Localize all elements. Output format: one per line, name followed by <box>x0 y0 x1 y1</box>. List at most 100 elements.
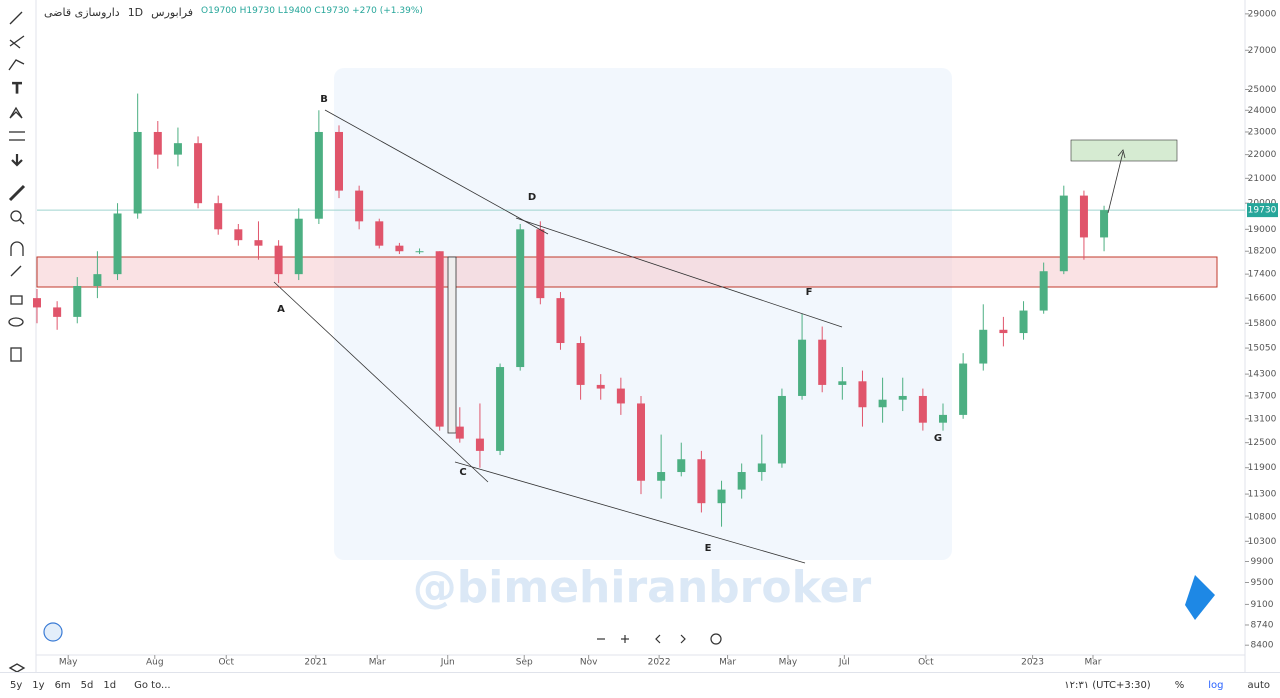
x-tick-label: 2022 <box>648 658 671 668</box>
y-tick-label: 9500 <box>1251 578 1274 588</box>
candle-body <box>93 274 102 286</box>
interval: 1D <box>127 6 144 19</box>
point-label: E <box>705 543 712 554</box>
goto-button[interactable]: Go to... <box>134 680 171 691</box>
percent-button[interactable]: % <box>1174 680 1185 691</box>
y-tick-label: 25000 <box>1248 85 1277 95</box>
y-tick-label: 9900 <box>1251 557 1274 567</box>
y-tick-label: 21000 <box>1248 174 1277 184</box>
candle-body <box>254 240 263 246</box>
candle-body <box>496 367 505 451</box>
candle-body <box>1100 210 1109 238</box>
gap-box <box>447 256 457 434</box>
y-tick-label: 22000 <box>1248 150 1277 160</box>
candle-body <box>415 251 424 253</box>
point-label: C <box>459 467 466 478</box>
range-button[interactable]: 5y <box>10 680 23 691</box>
candle-body <box>1059 195 1068 272</box>
candle-body <box>113 213 122 275</box>
range-button[interactable]: 6m <box>54 680 71 691</box>
point-label: B <box>320 94 328 105</box>
y-tick-label: 8740 <box>1251 620 1274 630</box>
candle-body <box>314 131 323 219</box>
x-tick-label: Mar <box>1085 658 1102 668</box>
candle-body <box>335 131 343 191</box>
y-tick-label: 15800 <box>1248 319 1277 329</box>
y-tick-label: 29000 <box>1248 9 1277 19</box>
candle-body <box>616 388 625 404</box>
y-tick-label: 14300 <box>1248 370 1277 380</box>
candle-body <box>194 143 203 204</box>
range-button[interactable]: 1y <box>32 680 45 691</box>
log-button[interactable]: log <box>1208 680 1224 691</box>
x-tick-label: Oct <box>918 658 934 668</box>
candle-body <box>959 363 968 415</box>
trend-lines <box>273 109 1126 564</box>
x-tick-label: Sep <box>516 658 533 668</box>
candle-body <box>898 395 907 400</box>
candle-body <box>798 339 807 396</box>
candle-body <box>818 339 827 385</box>
candle-body <box>153 131 162 155</box>
candle-body <box>1039 271 1048 311</box>
ohlc: O19700 H19730 L19400 C19730 +270 (+1.39%… <box>201 6 423 16</box>
candle-body <box>657 472 666 481</box>
nav-buttons[interactable] <box>43 622 722 645</box>
candle-body <box>355 190 364 222</box>
point-label: A <box>277 304 285 315</box>
candle-body <box>375 221 384 246</box>
time: ۱۲:۳۱ (UTC+3:30) <box>1064 680 1151 691</box>
range-button[interactable]: 5d <box>80 680 94 691</box>
svg-text:T: T <box>12 81 22 97</box>
last-price-badge <box>1247 203 1278 218</box>
candle-body <box>637 403 645 481</box>
candle-body <box>1019 310 1028 334</box>
candle-body <box>677 459 686 473</box>
chart-header: داروسازی قاضی 1D فرابورس O19700 H19730 L… <box>44 6 423 19</box>
y-tick-label: 13100 <box>1248 414 1277 424</box>
y-tick-label: 23000 <box>1248 127 1277 137</box>
candle-body <box>214 203 223 230</box>
candle-body <box>878 399 887 408</box>
candle-body <box>435 251 444 427</box>
candle-body <box>455 426 464 439</box>
y-tick-label: 27000 <box>1248 46 1277 56</box>
bottom-toolbar: 5y 1y 6m 5d 1d Go to... ۱۲:۳۱ (UTC+3:30)… <box>0 672 1280 698</box>
y-tick-label: 10800 <box>1248 513 1277 523</box>
watermark-logo <box>334 68 952 560</box>
point-label: G <box>934 433 942 444</box>
x-tick-label: May <box>59 658 78 668</box>
candle-body <box>475 438 484 451</box>
chart: T @bimehiranbroker A B C D E F G 29000 27000 250… <box>8 0 1278 672</box>
tool-icons[interactable]: T <box>8 11 26 672</box>
range-button[interactable]: 1d <box>103 680 117 691</box>
candle-body <box>536 229 545 299</box>
candle-body <box>556 298 565 344</box>
candle-body <box>1079 195 1088 238</box>
candle-body <box>33 298 41 308</box>
candle-body <box>173 143 182 155</box>
y-tick-label: 11900 <box>1248 463 1277 473</box>
point-label: F <box>806 287 813 298</box>
candle-body <box>596 384 605 389</box>
x-tick-label: Jul <box>838 658 850 668</box>
x-tick-label: Jun <box>440 658 455 668</box>
candle-body <box>757 463 766 473</box>
auto-button[interactable]: auto <box>1247 680 1270 691</box>
candle-body <box>234 229 243 241</box>
y-tick-label: 18200 <box>1248 247 1277 257</box>
x-tick-label: May <box>779 658 798 668</box>
x-tick-label: 2023 <box>1021 658 1044 668</box>
point-label: D <box>528 192 536 203</box>
symbol: داروسازی قاضی <box>44 6 120 19</box>
y-tick-label: 11300 <box>1248 490 1277 500</box>
candle-body <box>737 472 746 490</box>
candle-body <box>939 414 947 423</box>
x-tick-label: Mar <box>719 658 736 668</box>
y-tick-label: 13700 <box>1248 391 1277 401</box>
candle-body <box>395 245 404 252</box>
candle-body <box>697 459 706 504</box>
target-zone <box>1070 139 1178 162</box>
candle-body <box>516 229 525 368</box>
